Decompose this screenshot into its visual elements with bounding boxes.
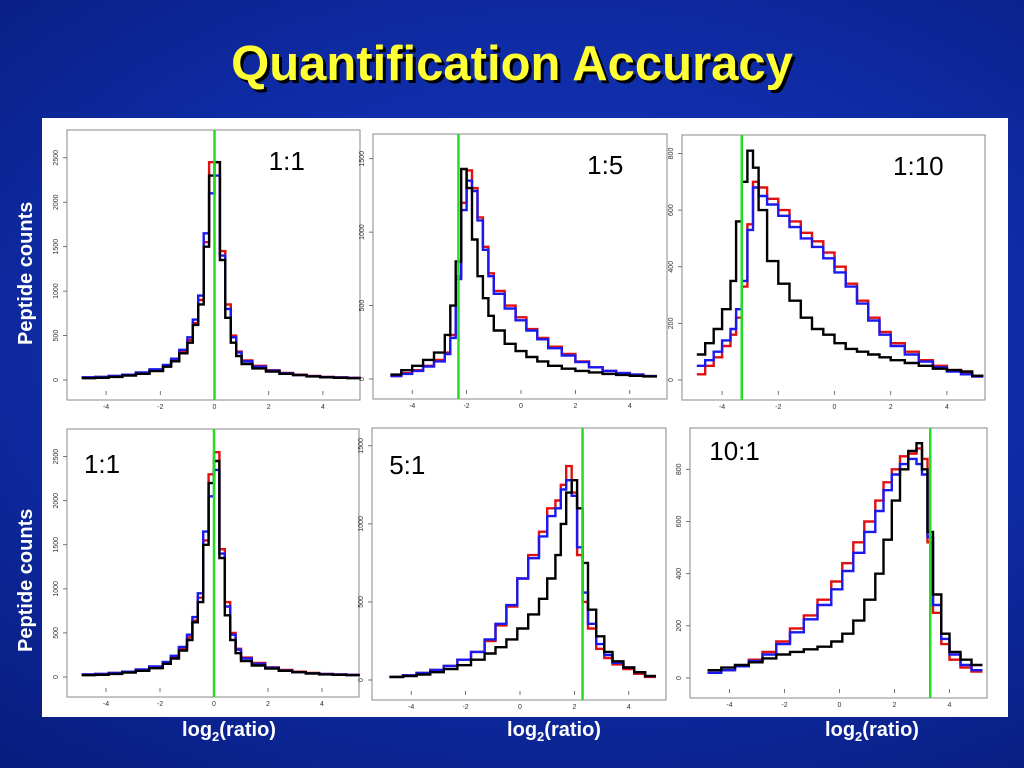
series-line-series_c xyxy=(707,442,983,672)
y-tick-label: 500 xyxy=(359,300,366,312)
histogram-1: -4 -2 0 2 4 0 500 1000 1500 2000 2500 1:1 xyxy=(53,129,361,411)
x-tick-label: -2 xyxy=(775,404,781,411)
x-tick-label: 0 xyxy=(212,701,216,708)
x-tick-label: 0 xyxy=(519,403,523,410)
x-axis-label-2: log2(ratio) xyxy=(507,719,601,744)
ratio-label: 1:10 xyxy=(893,151,944,181)
y-tick-label: 1000 xyxy=(53,581,60,597)
x-axis-label-3: log2(ratio) xyxy=(825,719,919,744)
x-tick-label: -2 xyxy=(781,702,787,709)
y-tick-label: 0 xyxy=(359,377,366,381)
plot-frame xyxy=(689,427,988,699)
y-tick-label: 1000 xyxy=(359,224,366,240)
x-tick-label: 0 xyxy=(838,702,842,709)
y-tick-label: 800 xyxy=(676,463,683,475)
y-tick-label: 1500 xyxy=(359,151,366,167)
ratio-label: 1:1 xyxy=(269,146,305,176)
series-line-series_c xyxy=(390,167,657,378)
histogram-5: -4 -2 0 2 4 0 500 1000 1500 5:1 xyxy=(358,427,667,711)
y-tick-label: 1500 xyxy=(53,239,60,255)
histogram-6: -4 -2 0 2 4 0 200 400 600 800 10:1 xyxy=(676,427,988,709)
y-tick-label: 500 xyxy=(358,596,365,608)
ratio-label: 5:1 xyxy=(389,450,425,480)
y-tick-label: 2500 xyxy=(53,449,60,465)
series-line-series_b xyxy=(696,186,984,378)
y-tick-label: 400 xyxy=(668,261,675,273)
y-tick-label: 1500 xyxy=(53,537,60,553)
y-tick-label: 1000 xyxy=(358,516,365,532)
x-tick-label: -4 xyxy=(719,404,725,411)
histogram-3: -4 -2 0 2 4 0 200 400 600 800 1:10 xyxy=(668,134,986,411)
y-tick-label: 500 xyxy=(53,627,60,639)
y-tick-label: 400 xyxy=(676,568,683,580)
series-line-series_b xyxy=(390,179,657,378)
histogram-4: -4 -2 0 2 4 0 500 1000 1500 2000 2500 1:1 xyxy=(53,428,360,708)
y-tick-label: 0 xyxy=(676,676,683,680)
histogram-2: -4 -2 0 2 4 0 500 1000 1500 1:5 xyxy=(359,133,668,410)
y-tick-label: 0 xyxy=(53,378,60,382)
x-tick-label: -2 xyxy=(462,704,468,711)
x-tick-label: -2 xyxy=(157,701,163,708)
plot-frame xyxy=(372,133,668,400)
y-tick-label: 1000 xyxy=(53,283,60,299)
x-tick-label: 2 xyxy=(572,704,576,711)
chart-panel: -4 -2 0 2 4 0 500 1000 1500 2000 2500 1:1 -4 -2 0 2 4 0 50… xyxy=(42,118,1008,717)
x-tick-label: 0 xyxy=(213,404,217,411)
series-line-series_c xyxy=(696,149,984,377)
y-tick-label: 200 xyxy=(668,317,675,329)
series-line-series_b xyxy=(389,479,656,679)
x-tick-label: 4 xyxy=(321,404,325,411)
x-tick-label: 0 xyxy=(833,404,837,411)
ratio-label: 10:1 xyxy=(709,436,760,466)
y-tick-label: 2000 xyxy=(53,493,60,509)
ratio-label: 1:1 xyxy=(84,449,120,479)
x-tick-label: 0 xyxy=(518,704,522,711)
x-tick-label: 2 xyxy=(573,403,577,410)
y-tick-label: 1500 xyxy=(358,438,365,454)
slide-title: Quantification Accuracy xyxy=(231,37,793,91)
y-tick-label: 2500 xyxy=(53,150,60,166)
x-tick-label: 4 xyxy=(320,701,324,708)
x-tick-label: 2 xyxy=(893,702,897,709)
x-tick-label: 2 xyxy=(266,701,270,708)
x-tick-label: -4 xyxy=(103,701,109,708)
y-axis-label-top: Peptide counts xyxy=(15,201,37,345)
x-tick-label: 4 xyxy=(628,403,632,410)
x-tick-label: -2 xyxy=(157,404,163,411)
x-tick-label: -4 xyxy=(726,702,732,709)
x-tick-label: 2 xyxy=(267,404,271,411)
y-tick-label: 2000 xyxy=(53,194,60,210)
y-tick-label: 0 xyxy=(53,675,60,679)
y-tick-label: 0 xyxy=(668,378,675,382)
y-tick-label: 0 xyxy=(358,678,365,682)
y-tick-label: 600 xyxy=(668,204,675,216)
plot-frame xyxy=(371,427,667,701)
y-axis-label-bottom: Peptide counts xyxy=(15,508,37,652)
x-tick-label: -4 xyxy=(409,403,415,410)
x-tick-label: 4 xyxy=(945,404,949,411)
y-tick-label: 500 xyxy=(53,330,60,342)
x-tick-label: -4 xyxy=(408,704,414,711)
x-tick-label: 4 xyxy=(948,702,952,709)
y-tick-label: 600 xyxy=(676,516,683,528)
x-axis-label-1: log2(ratio) xyxy=(182,719,276,744)
x-tick-label: 4 xyxy=(627,704,631,711)
x-tick-label: -2 xyxy=(463,403,469,410)
y-tick-label: 200 xyxy=(676,620,683,632)
ratio-label: 1:5 xyxy=(587,150,623,180)
y-tick-label: 800 xyxy=(668,148,675,160)
series-line-series_c xyxy=(389,479,656,679)
x-tick-label: 2 xyxy=(889,404,893,411)
x-tick-label: -4 xyxy=(103,404,109,411)
series-line-series_b xyxy=(707,457,983,674)
